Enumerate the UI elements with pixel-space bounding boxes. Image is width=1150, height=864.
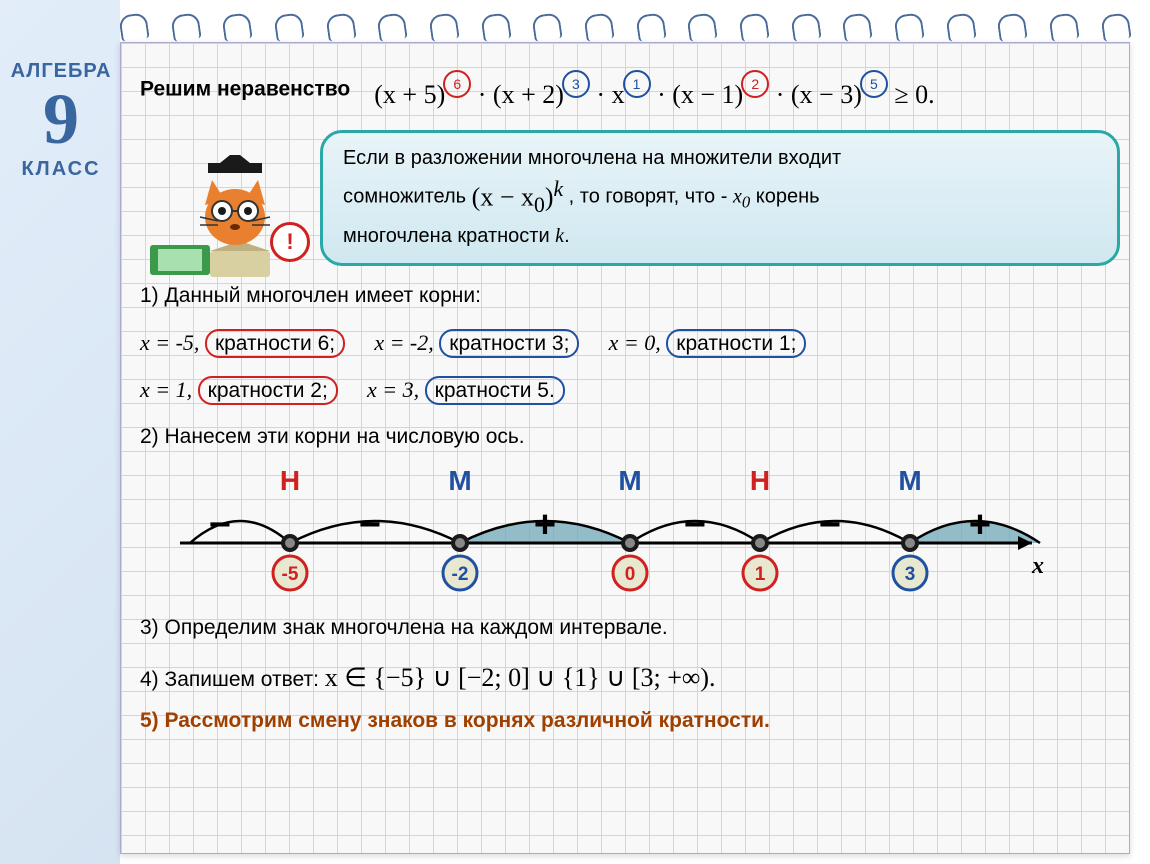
svg-text:−: − (684, 504, 706, 546)
number-line: x Н -5 М -2 М 0 Н 1 М 3 − − + − − + (170, 468, 1050, 598)
root-eq: x = 3, (367, 377, 425, 402)
sidebar: АЛГЕБРА 9 КЛАСС (6, 60, 116, 181)
main-inequality: (x + 5)6 · (x + 2)3 · x1 · (x − 1)2 · (x… (374, 70, 934, 110)
factor-power: 5 (860, 70, 888, 98)
svg-text:-2: -2 (452, 564, 469, 585)
factor-power: 2 (741, 70, 769, 98)
root-multiplicity: кратности 3; (439, 329, 579, 358)
factor-power: 1 (623, 70, 651, 98)
sidebar-grade: 9 (6, 87, 116, 152)
heading-row: Решим неравенство (x + 5)6 · (x + 2)3 · … (140, 70, 1120, 110)
root-multiplicity: кратности 5. (425, 376, 565, 405)
factor-power: 3 (562, 70, 590, 98)
warning-badge: ! (270, 222, 310, 262)
svg-text:0: 0 (625, 564, 636, 585)
factor-base: (x − 3) (791, 80, 862, 109)
spiral-binding (120, 18, 1130, 46)
svg-text:3: 3 (905, 564, 916, 585)
step3: 3) Определим знак многочлена на каждом и… (140, 612, 1120, 644)
step4: 4) Запишем ответ: x ∈ {−5} ∪ [−2; 0] ∪ {… (140, 658, 1120, 697)
svg-text:1: 1 (755, 564, 766, 585)
svg-text:Н: Н (280, 468, 300, 496)
svg-text:М: М (618, 468, 641, 496)
root-eq: x = -5, (140, 330, 205, 355)
svg-text:М: М (898, 468, 921, 496)
answer: x ∈ {−5} ∪ [−2; 0] ∪ {1} ∪ [3; +∞). (325, 663, 716, 692)
relation: ≥ 0. (888, 80, 935, 109)
root-eq: x = 0, (609, 330, 667, 355)
svg-text:+: + (534, 504, 556, 546)
step5: 5) Рассмотрим смену знаков в корнях разл… (140, 709, 1120, 733)
svg-text:−: − (359, 504, 381, 546)
step1-label: 1) Данный многочлен имеет корни: (140, 280, 1120, 312)
step2: 2) Нанесем эти корни на числовую ось. (140, 421, 1120, 453)
sidebar-class-label: КЛАСС (6, 158, 116, 181)
definition-box: Если в разложении многочлена на множител… (320, 130, 1120, 266)
factor-base: (x + 5) (374, 80, 445, 109)
root-multiplicity: кратности 1; (666, 329, 806, 358)
svg-text:М: М (448, 468, 471, 496)
svg-text:Н: Н (750, 468, 770, 496)
root-eq: x = -2, (374, 330, 439, 355)
root-multiplicity: кратности 2; (198, 376, 338, 405)
svg-text:−: − (819, 504, 841, 546)
root-eq: x = 1, (140, 377, 198, 402)
roots-row-1: x = -5, кратности 6; x = -2, кратности 3… (140, 326, 1120, 360)
svg-text:-5: -5 (282, 564, 299, 585)
roots-row-2: x = 1, кратности 2; x = 3, кратности 5. (140, 373, 1120, 407)
factor-power: 6 (443, 70, 471, 98)
svg-text:+: + (969, 504, 991, 546)
svg-text:−: − (209, 504, 231, 546)
svg-text:x: x (1031, 553, 1044, 579)
info-line3: многочлена кратности k. (343, 221, 1101, 251)
info-line2: сомножитель (x − x0)k , то говорят, что … (343, 173, 1101, 221)
heading-text: Решим неравенство (140, 78, 350, 101)
factor-base: (x + 2) (493, 80, 564, 109)
root-multiplicity: кратности 6; (205, 329, 345, 358)
info-line1: Если в разложении многочлена на множител… (343, 143, 1101, 173)
teacher-cat-icon (140, 155, 290, 285)
factor-base: (x − 1) (672, 80, 743, 109)
